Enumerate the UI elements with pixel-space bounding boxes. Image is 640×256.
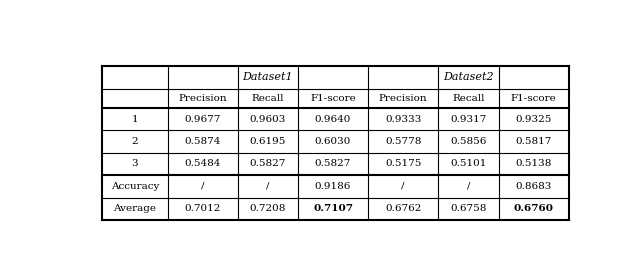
Text: 0.5778: 0.5778 [385, 137, 421, 146]
Text: 0.8683: 0.8683 [515, 182, 552, 191]
Text: F1-score: F1-score [310, 94, 356, 103]
Text: 0.5138: 0.5138 [515, 159, 552, 168]
Text: 0.5817: 0.5817 [515, 137, 552, 146]
Text: Recall: Recall [452, 94, 484, 103]
Text: Precision: Precision [379, 94, 428, 103]
Text: 3: 3 [132, 159, 138, 168]
Text: 0.5101: 0.5101 [450, 159, 486, 168]
Text: /: / [401, 182, 405, 191]
Text: F1-score: F1-score [511, 94, 556, 103]
Text: /: / [201, 182, 204, 191]
Text: 0.6760: 0.6760 [513, 204, 554, 213]
Text: 0.9603: 0.9603 [250, 114, 286, 124]
Text: 0.5484: 0.5484 [184, 159, 221, 168]
Text: 0.9317: 0.9317 [450, 114, 486, 124]
Text: 0.9186: 0.9186 [315, 182, 351, 191]
Text: 0.6762: 0.6762 [385, 204, 421, 213]
Text: 0.5874: 0.5874 [184, 137, 221, 146]
Text: Dataset1: Dataset1 [243, 72, 293, 82]
Text: 0.6195: 0.6195 [250, 137, 286, 146]
Text: Recall: Recall [252, 94, 284, 103]
Text: 0.5856: 0.5856 [450, 137, 486, 146]
Text: 1: 1 [132, 114, 138, 124]
Text: 0.7012: 0.7012 [184, 204, 221, 213]
Text: 2: 2 [132, 137, 138, 146]
Text: 0.9677: 0.9677 [184, 114, 221, 124]
Text: Precision: Precision [179, 94, 227, 103]
Text: 0.7208: 0.7208 [250, 204, 286, 213]
Text: 0.5175: 0.5175 [385, 159, 421, 168]
Text: Accuracy: Accuracy [111, 182, 159, 191]
Text: 0.9640: 0.9640 [315, 114, 351, 124]
Text: 0.6758: 0.6758 [450, 204, 486, 213]
Text: /: / [266, 182, 269, 191]
Text: Average: Average [113, 204, 156, 213]
Text: 0.9325: 0.9325 [515, 114, 552, 124]
Text: 0.7107: 0.7107 [313, 204, 353, 213]
Text: Dataset2: Dataset2 [443, 72, 493, 82]
Text: 0.5827: 0.5827 [250, 159, 286, 168]
Text: 0.6030: 0.6030 [315, 137, 351, 146]
Text: /: / [467, 182, 470, 191]
Text: 0.9333: 0.9333 [385, 114, 421, 124]
Text: 0.5827: 0.5827 [315, 159, 351, 168]
